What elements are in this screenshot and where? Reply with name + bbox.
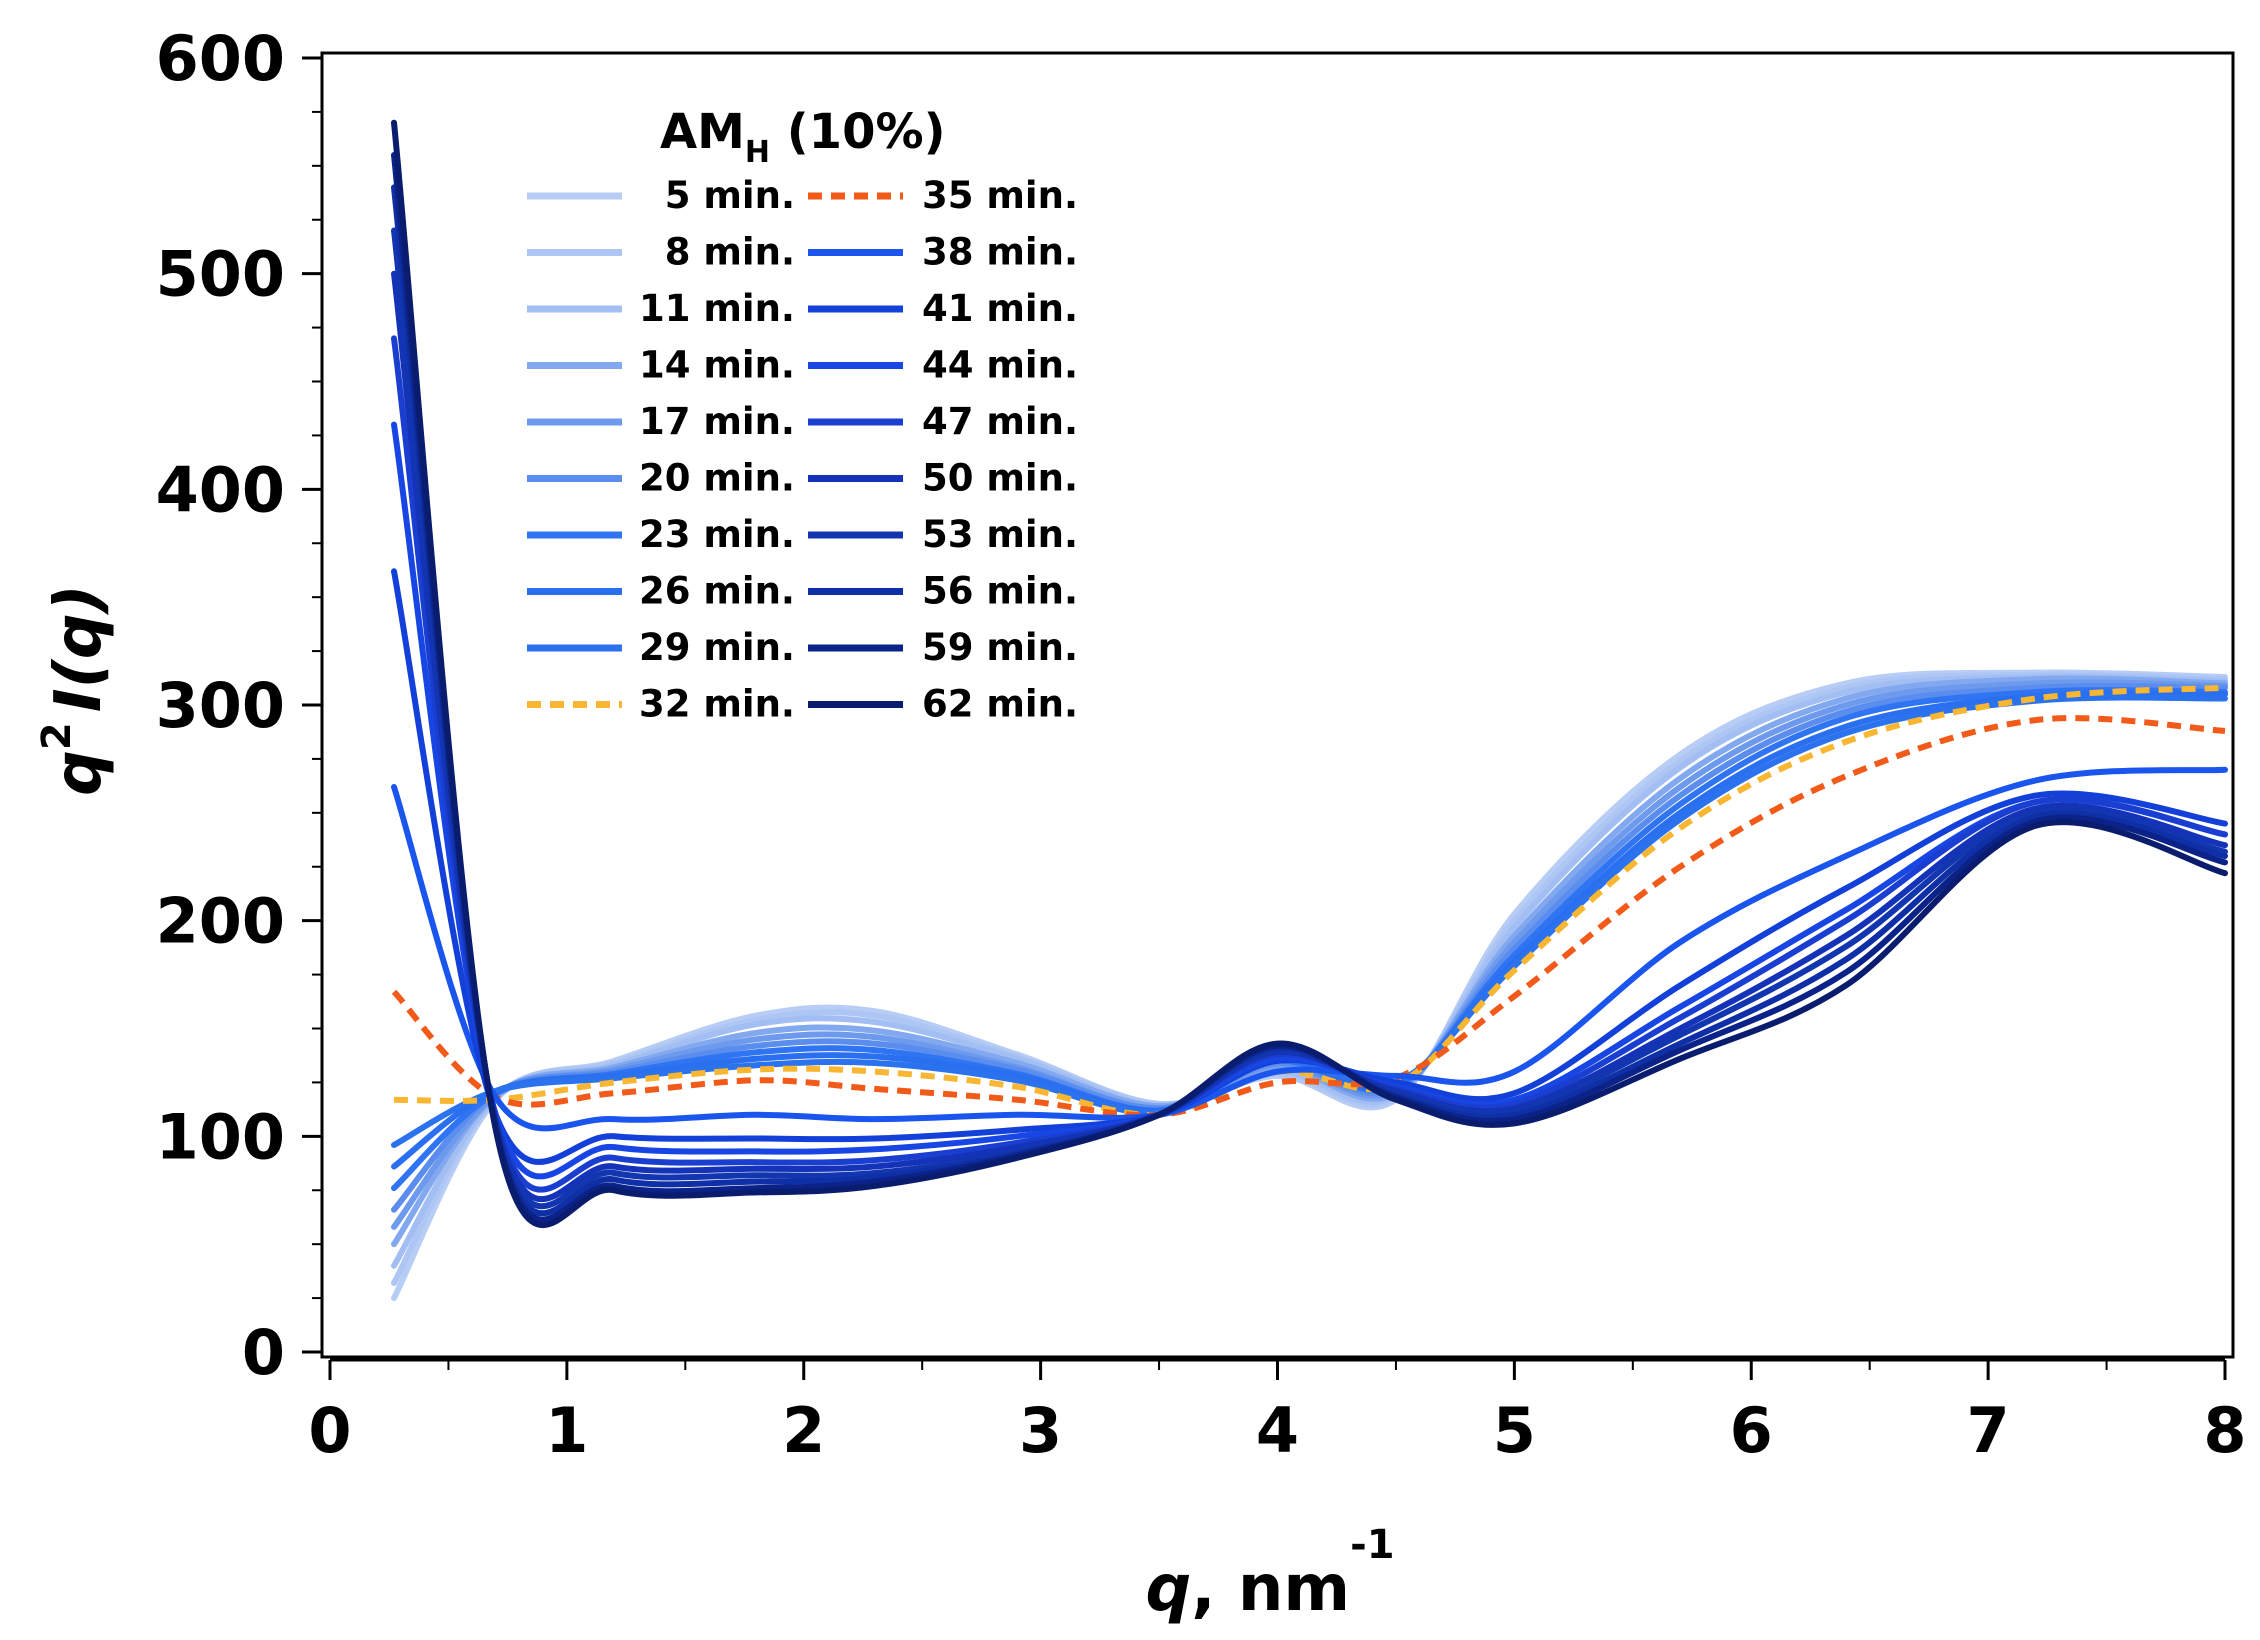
legend-label: 47 min. <box>922 400 1078 443</box>
y-tick-label: 0 <box>242 1316 285 1389</box>
x-tick-label: 0 <box>308 1394 351 1467</box>
x-tick-label: 3 <box>1019 1394 1062 1467</box>
legend-label: 11 min. <box>639 287 795 330</box>
series-line-62-min <box>391 119 2228 1229</box>
legend-label: 62 min. <box>922 683 1078 726</box>
legend-label: 5 min. <box>665 174 795 217</box>
legend-label: 8 min. <box>665 231 795 274</box>
legend-label: 14 min. <box>639 344 795 387</box>
series-line-20-min <box>391 682 2228 1213</box>
legend: 5 min. 8 min. 11 min. 14 min. 17 min. 20 min.… <box>527 174 1078 726</box>
series-line-17-min <box>391 679 2228 1230</box>
legend-label: 26 min. <box>639 570 795 613</box>
legend-label: 35 min. <box>922 174 1078 217</box>
x-tick-label: 1 <box>545 1394 588 1467</box>
legend-label: 53 min. <box>922 513 1078 556</box>
legend-label: 32 min. <box>639 683 795 726</box>
y-tick-label: 300 <box>156 669 285 742</box>
y-tick-label: 600 <box>156 22 285 95</box>
y-tick-label: 100 <box>156 1100 285 1173</box>
legend-label: 38 min. <box>922 231 1078 274</box>
y-axis-title: q2I(q) <box>34 584 116 796</box>
x-tick-label: 4 <box>1256 1394 1299 1467</box>
series-layer <box>391 119 2228 1302</box>
series-line-35-min <box>391 715 2226 1119</box>
x-axis-title: q, nm-1 <box>1145 1522 1394 1626</box>
x-tick-label: 6 <box>1730 1394 1773 1467</box>
y-tick-label: 200 <box>156 885 285 958</box>
legend-title: AMH (10%) <box>660 104 946 170</box>
legend-label: 29 min. <box>639 626 795 669</box>
series-line-38-min <box>391 766 2228 1132</box>
legend-label: 41 min. <box>922 287 1078 330</box>
series-line-26-min <box>391 690 2228 1170</box>
legend-label: 50 min. <box>922 457 1078 500</box>
legend-label: 59 min. <box>922 626 1078 669</box>
series-line-5-min <box>391 669 2228 1302</box>
x-tick-label: 8 <box>2203 1394 2246 1467</box>
x-tick-label: 7 <box>1967 1394 2010 1467</box>
axes-layer: 0 1 2 3 4 5 6 7 8 0 100 200 300 400 500 600 <box>156 22 2247 1467</box>
legend-label: 23 min. <box>639 513 795 556</box>
x-tick-label: 5 <box>1493 1394 1536 1467</box>
legend-label: 44 min. <box>922 344 1078 387</box>
y-tick-label: 500 <box>156 238 285 311</box>
series-line-14-min <box>391 675 2228 1248</box>
legend-label: 56 min. <box>922 570 1078 613</box>
x-tick-label: 2 <box>782 1394 825 1467</box>
legend-label: 20 min. <box>639 457 795 500</box>
y-tick-label: 400 <box>156 453 285 526</box>
series-line-23-min <box>391 687 2228 1192</box>
legend-label: 17 min. <box>639 400 795 443</box>
